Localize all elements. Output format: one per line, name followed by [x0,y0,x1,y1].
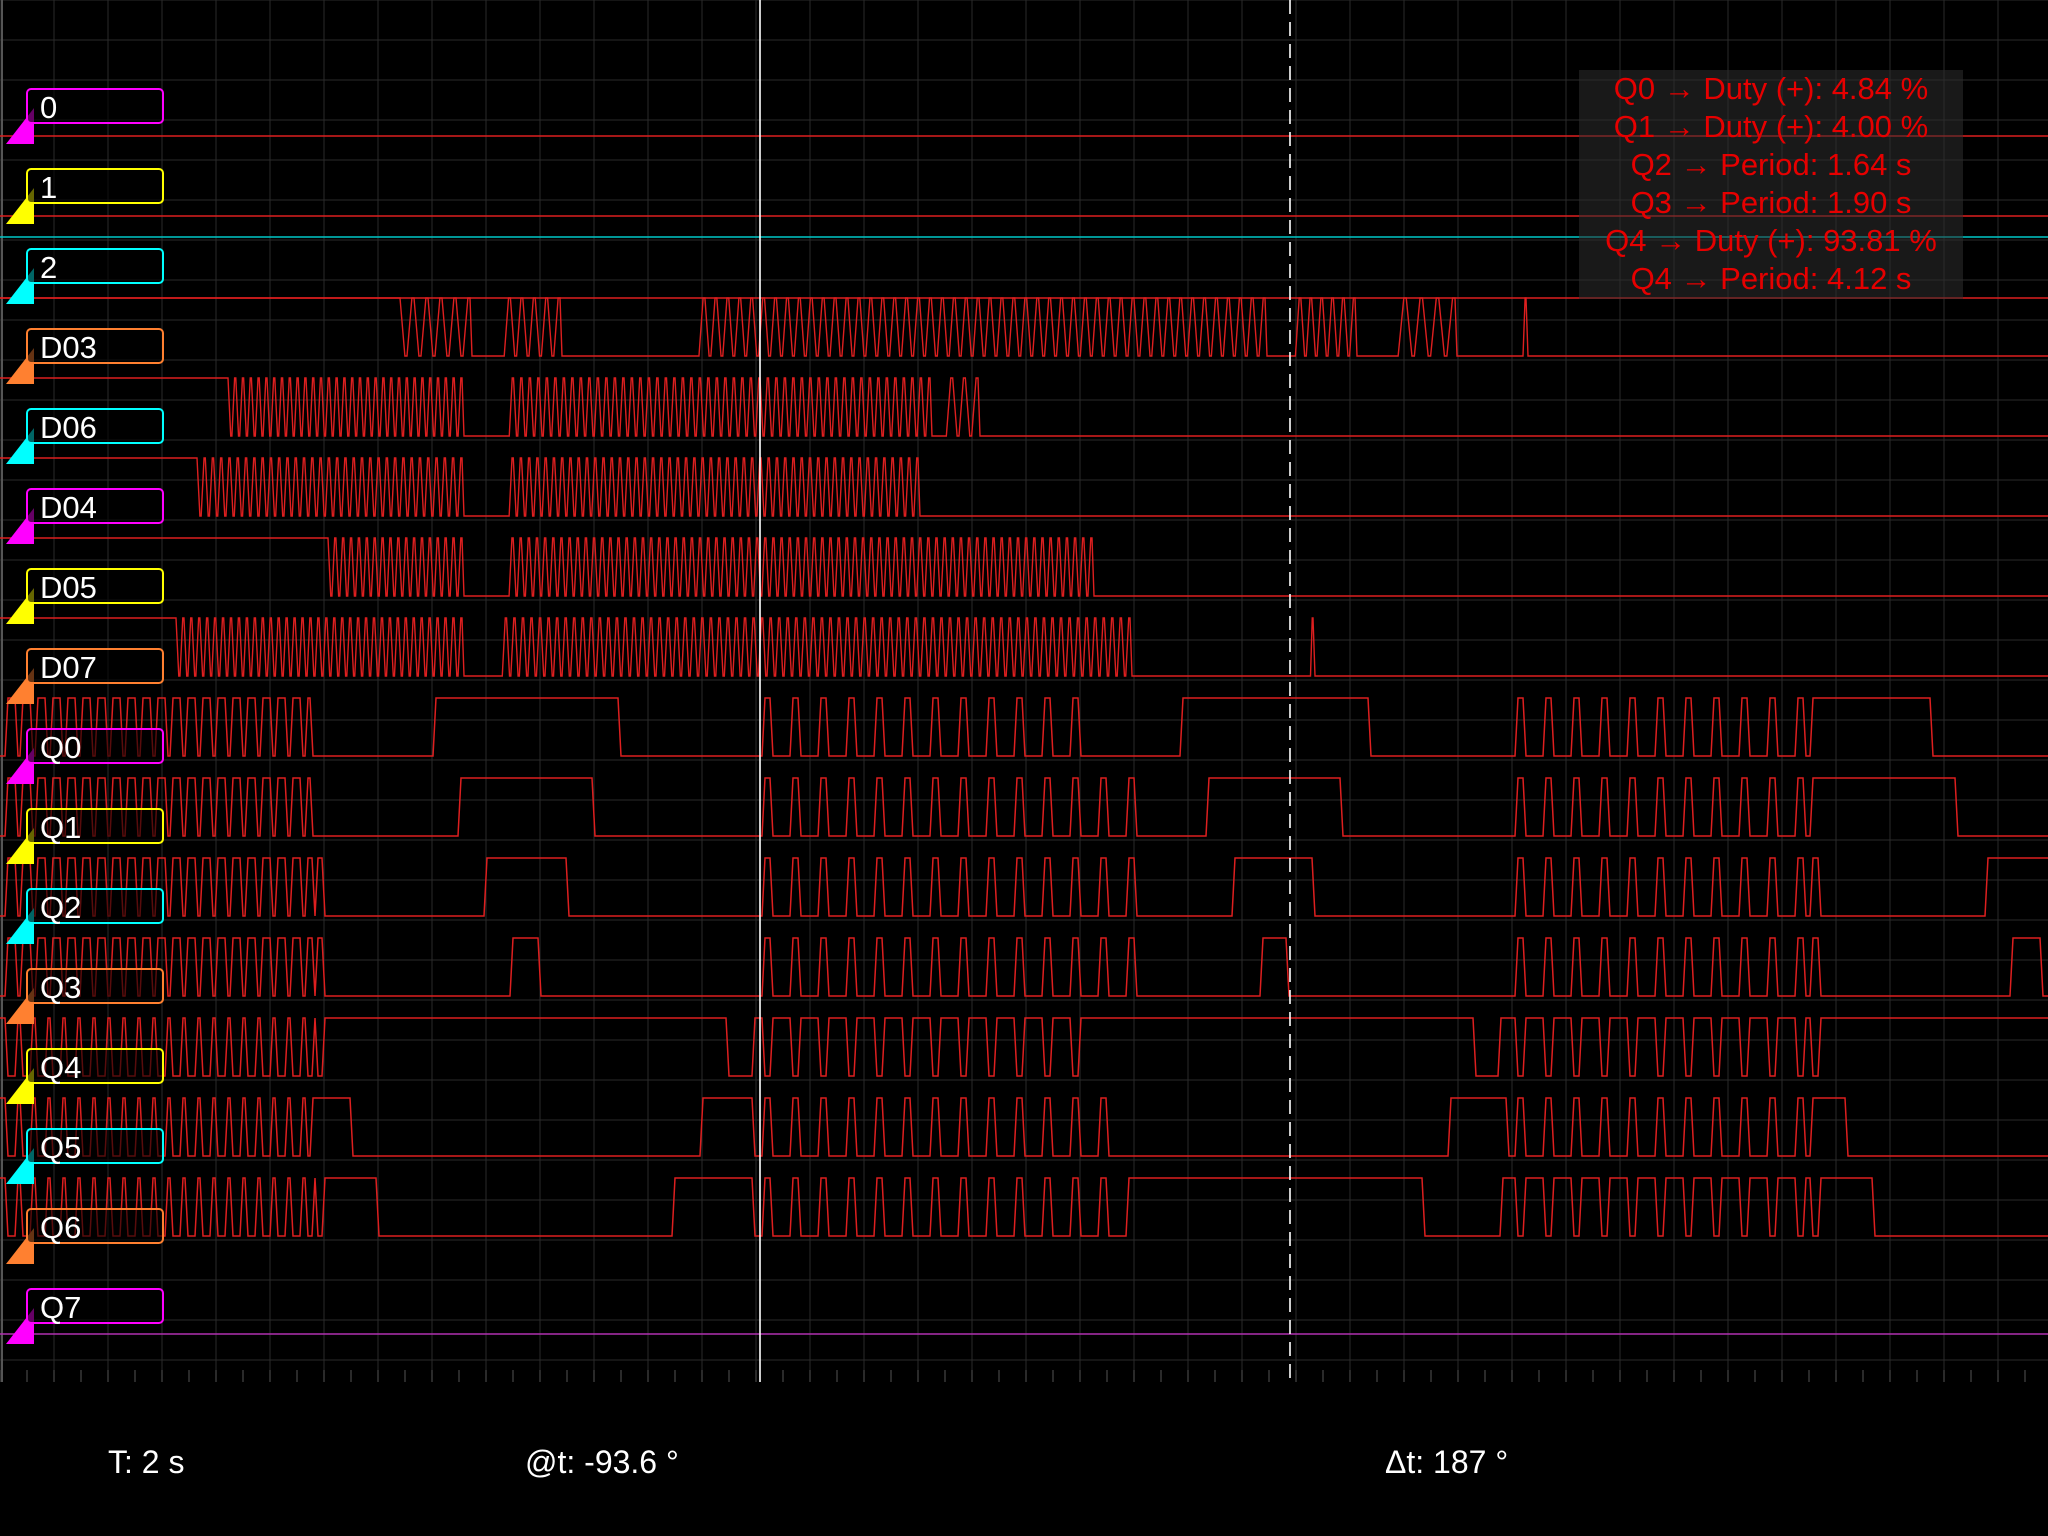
trace-D04 [0,457,2048,517]
channel-label-q1[interactable]: Q1 [4,804,172,864]
channel-label-box [26,888,164,924]
channel-label-d05[interactable]: D05 [4,564,172,624]
channel-label-q4[interactable]: Q4 [4,1044,172,1104]
channel-label-q6[interactable]: Q6 [4,1204,172,1264]
trace-D03 [0,297,2048,357]
channel-label-q5[interactable]: Q5 [4,1124,172,1184]
trace-D05 [0,537,2048,597]
channel-label-box [26,168,164,204]
measurement-item: Q1 → Duty (+): 4.00 % [1613,109,1929,144]
channel-label-text: 1 [40,170,58,205]
channel-label-text: Q0 [40,730,82,765]
channel-label-box [26,1288,164,1324]
measurement-item: Q4 → Period: 4.12 s [1630,261,1912,296]
channel-label-box [26,648,164,684]
cursor-time-readout[interactable]: @t: -93.6 ° [525,1444,679,1480]
channel-label-text: Q1 [40,810,82,845]
channel-label-text: D05 [40,570,97,605]
measurement-panel: Q0 → Duty (+): 4.84 % Q1 → Duty (+): 4.00… [1579,70,1963,299]
trace-D06 [0,377,2048,437]
channel-label-text: Q4 [40,1050,82,1085]
channel-label-0[interactable]: 0 [4,84,172,144]
channel-label-text: 0 [40,90,58,125]
channel-label-box [26,488,164,524]
channel-label-text: D04 [40,490,97,525]
traces [0,135,2048,1335]
channel-label-d03[interactable]: D03 [4,324,172,384]
channel-label-box [26,1048,164,1084]
status-footer: T: 2 s @t: -93.6 ° Δt: 187 ° [0,1400,2048,1536]
channel-label-text: Q7 [40,1290,82,1325]
channel-label-text: 2 [40,250,58,285]
channel-label-box [26,88,164,124]
channel-label-text: D03 [40,330,97,365]
channel-label-text: Q6 [40,1210,82,1245]
measurement-item: Q0 → Duty (+): 4.84 % [1613,71,1929,106]
channel-label-box [26,968,164,1004]
trace-Q1 [0,777,2048,837]
channel-label-text: Q3 [40,970,82,1005]
channel-label-q2[interactable]: Q2 [4,884,172,944]
channel-label-box [26,728,164,764]
channel-label-box [26,1128,164,1164]
channel-label-q7[interactable]: Q7 [4,1284,172,1344]
channel-label-box [26,408,164,444]
channel-label-2[interactable]: 2 [4,244,172,304]
channel-label-1[interactable]: 1 [4,164,172,224]
channel-label-text: D07 [40,650,97,685]
channel-label-text: Q2 [40,890,82,925]
channel-label-box [26,328,164,364]
channel-label-q3[interactable]: Q3 [4,964,172,1024]
trace-Q4 [0,1017,2048,1077]
channel-label-text: Q5 [40,1130,82,1165]
channel-label-d07[interactable]: D07 [4,644,172,704]
trace-Q2 [0,857,2048,917]
channel-label-d06[interactable]: D06 [4,404,172,464]
cursors[interactable] [759,0,1291,1382]
channel-label-d04[interactable]: D04 [4,484,172,544]
channel-label-box [26,808,164,844]
trace-Q0 [0,697,2048,757]
channel-label-box [26,248,164,284]
measurement-item: Q2 → Period: 1.64 s [1630,147,1912,182]
timebase-readout[interactable]: T: 2 s [108,1444,185,1480]
channel-labels: 0 1 2 D03 D06 D04 D05 D07 Q0 Q1 Q2 Q3 Q4 Q5 Q6 Q7 [0,0,170,1400]
channel-label-box [26,1208,164,1244]
measurement-item: Q3 → Period: 1.90 s [1630,185,1912,220]
channel-label-box [26,568,164,604]
channel-label-text: D06 [40,410,97,445]
trace-D07 [0,617,2048,677]
trace-Q6 [0,1177,2048,1237]
measurement-item: Q4 → Duty (+): 93.81 % [1605,223,1937,258]
trace-Q5 [0,1097,2048,1157]
trace-Q3 [0,937,2048,997]
channel-label-q0[interactable]: Q0 [4,724,172,784]
delta-time-readout[interactable]: Δt: 187 ° [1385,1444,1509,1480]
